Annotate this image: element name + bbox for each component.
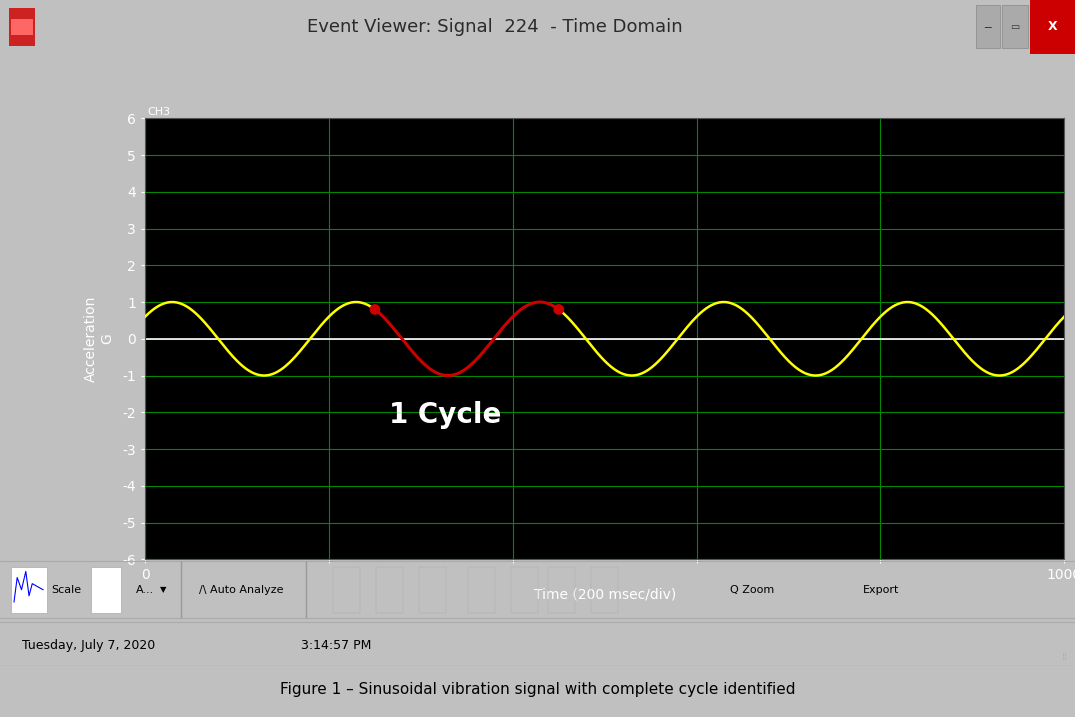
Bar — [419, 566, 446, 613]
Text: Export: Export — [863, 585, 900, 594]
Bar — [11, 19, 33, 35]
Text: Tuesday, July 7, 2020: Tuesday, July 7, 2020 — [22, 640, 155, 652]
Text: ─: ─ — [985, 22, 991, 32]
Bar — [1002, 6, 1028, 49]
Bar — [468, 566, 494, 613]
Bar — [91, 566, 121, 613]
Text: Q Zoom: Q Zoom — [730, 585, 775, 594]
Text: Event Viewer: Signal  224  - Time Domain: Event Viewer: Signal 224 - Time Domain — [306, 18, 683, 36]
Text: ▼: ▼ — [160, 585, 167, 594]
Text: 3:14:57 PM: 3:14:57 PM — [301, 640, 371, 652]
Bar — [11, 566, 47, 613]
Bar — [923, 622, 926, 665]
Bar — [268, 622, 270, 665]
Bar — [591, 566, 618, 613]
Text: ⣿: ⣿ — [1062, 653, 1067, 660]
Bar — [511, 566, 538, 613]
Text: ▭: ▭ — [1010, 22, 1019, 32]
Bar — [536, 622, 539, 665]
Bar — [9, 8, 35, 46]
Text: Figure 1 – Sinusoidal vibration signal with complete cycle identified: Figure 1 – Sinusoidal vibration signal w… — [280, 682, 796, 697]
Bar — [1030, 0, 1075, 54]
Point — [367, 304, 384, 315]
Text: X: X — [1048, 20, 1057, 34]
Text: 1 Cycle: 1 Cycle — [389, 402, 501, 429]
Text: /\ Auto Analyze: /\ Auto Analyze — [199, 585, 283, 594]
Bar — [730, 622, 732, 665]
Bar — [548, 566, 575, 613]
Y-axis label: Acceleration
G: Acceleration G — [84, 295, 114, 382]
Text: CH3: CH3 — [147, 107, 170, 117]
Bar — [976, 6, 1000, 49]
Text: A...: A... — [137, 585, 154, 594]
Bar — [333, 566, 360, 613]
X-axis label: Time (200 msec/div): Time (200 msec/div) — [533, 588, 676, 602]
Bar — [376, 566, 403, 613]
Text: Scale: Scale — [52, 585, 82, 594]
Point — [550, 304, 568, 315]
